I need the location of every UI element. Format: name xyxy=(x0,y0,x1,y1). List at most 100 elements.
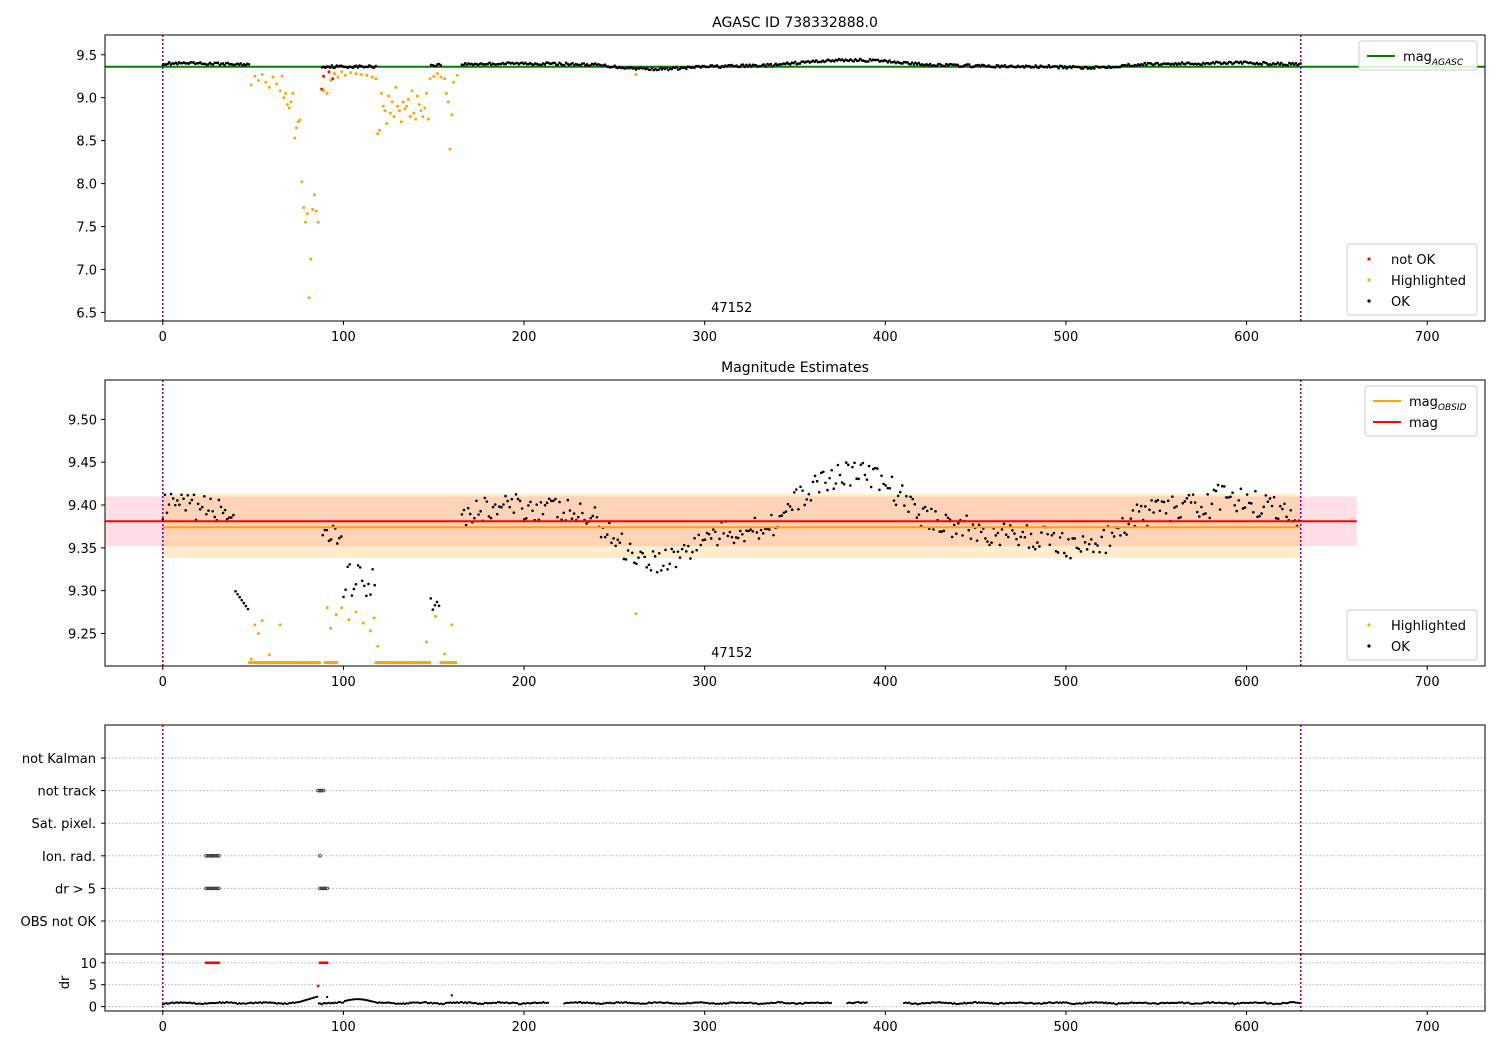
ok-point xyxy=(477,513,480,516)
highlighted-point xyxy=(379,91,383,95)
dr-point xyxy=(348,998,351,1002)
dr-point xyxy=(1063,1001,1067,1004)
ok-point xyxy=(1073,537,1077,540)
ok-point xyxy=(788,505,792,508)
ok-point xyxy=(762,63,766,66)
highlighted-point xyxy=(260,619,264,623)
dr-point xyxy=(1135,1001,1138,1005)
ok-point xyxy=(1070,66,1073,70)
dr-point xyxy=(953,1002,956,1005)
ok-point xyxy=(1286,64,1290,67)
ok-point xyxy=(599,535,603,539)
ok-point xyxy=(1265,62,1268,65)
dr-point xyxy=(1239,1001,1242,1005)
ok-point xyxy=(726,534,730,538)
highlighted-point xyxy=(412,111,416,115)
highlighted-point xyxy=(260,73,264,77)
dr-point xyxy=(197,1002,200,1005)
highlighted-point xyxy=(432,74,436,78)
ok-point xyxy=(1173,506,1176,510)
dr-point xyxy=(174,1001,177,1004)
dr-point xyxy=(442,1002,446,1006)
dr-point xyxy=(1115,1003,1119,1006)
dr-point xyxy=(1285,1002,1288,1005)
highlighted-point xyxy=(443,652,447,656)
dr-point xyxy=(278,1002,281,1005)
ok-point xyxy=(658,66,662,69)
ok-point xyxy=(753,516,757,520)
ok-point xyxy=(997,64,1000,67)
legend-box xyxy=(1346,243,1478,316)
ok-point xyxy=(649,68,652,72)
y-tick-label: 9.30 xyxy=(68,585,97,600)
ok-point xyxy=(495,512,499,516)
flag-point xyxy=(215,853,219,858)
ok-point xyxy=(1087,542,1091,546)
ok-point xyxy=(1237,499,1241,502)
dr-point xyxy=(1283,1002,1286,1005)
dr-point xyxy=(942,1001,945,1004)
ok-point xyxy=(358,566,362,569)
highlighted-point xyxy=(285,103,289,107)
ok-point xyxy=(1254,489,1257,493)
ok-point xyxy=(1121,516,1124,520)
ok-point xyxy=(867,60,870,63)
ok-point xyxy=(789,63,792,66)
dr-point xyxy=(1198,1002,1202,1005)
ok-point xyxy=(1270,504,1274,508)
ok-point xyxy=(1102,528,1106,532)
ok-point xyxy=(1270,63,1273,67)
ok-point xyxy=(437,604,441,608)
ok-point xyxy=(169,492,173,496)
ok-point xyxy=(886,61,890,64)
ok-point xyxy=(769,62,773,66)
ok-point xyxy=(880,474,883,478)
dr-point xyxy=(646,1002,649,1005)
dr-point xyxy=(1086,1001,1089,1004)
dr-point xyxy=(166,1002,169,1005)
dr-point xyxy=(394,1002,397,1005)
x-tick-label: 100 xyxy=(331,330,356,345)
flag-point xyxy=(211,853,216,858)
dr-point xyxy=(1288,1001,1291,1004)
ok-point xyxy=(826,488,829,492)
dr-point xyxy=(361,998,364,1001)
dr-point xyxy=(1133,1001,1137,1004)
ok-point xyxy=(928,62,932,66)
ok-point xyxy=(896,494,900,498)
dr-point xyxy=(672,1002,675,1005)
ok-point xyxy=(984,537,987,540)
ok-point xyxy=(554,497,557,501)
ok-point xyxy=(944,513,948,517)
ok-point xyxy=(1229,60,1233,64)
dr-point xyxy=(467,1001,470,1004)
dr-point xyxy=(1028,1001,1031,1004)
ok-point xyxy=(1262,505,1266,509)
flag-point xyxy=(318,788,322,793)
x-tick-label: 400 xyxy=(873,675,898,690)
ok-point xyxy=(637,556,640,559)
dr-point xyxy=(1047,1001,1050,1004)
ok-point xyxy=(934,510,937,513)
ok-point xyxy=(512,511,516,514)
highlighted-point xyxy=(455,73,459,77)
ok-point xyxy=(1291,61,1294,65)
dr-point xyxy=(177,1001,181,1005)
ok-point xyxy=(1150,499,1153,502)
dr-point xyxy=(1114,1003,1117,1006)
ok-point xyxy=(333,66,337,69)
ok-point xyxy=(714,530,717,534)
ok-point xyxy=(184,509,187,512)
ok-point xyxy=(429,597,433,600)
dr-point xyxy=(208,1002,212,1005)
ok-point xyxy=(576,515,580,519)
ok-point xyxy=(1038,545,1041,548)
ok-point xyxy=(1084,65,1088,69)
ok-point xyxy=(1187,493,1191,497)
ok-point xyxy=(460,513,464,516)
ok-point xyxy=(491,505,495,509)
ok-point xyxy=(366,65,369,69)
ok-point xyxy=(849,484,852,487)
dr-point xyxy=(530,1001,533,1005)
dr-point xyxy=(1177,1001,1180,1004)
